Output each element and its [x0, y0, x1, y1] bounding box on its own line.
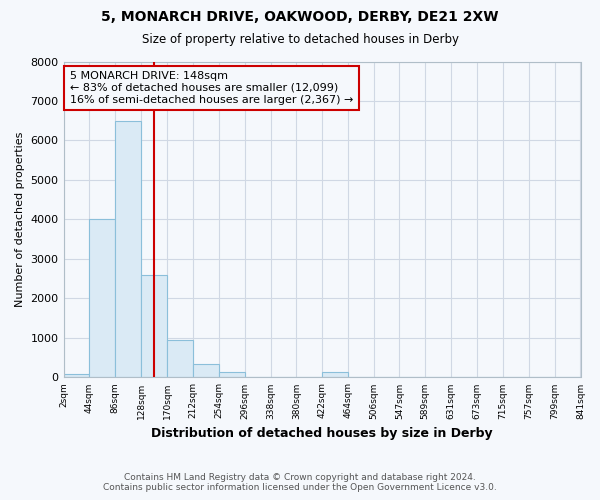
- Text: 5 MONARCH DRIVE: 148sqm
← 83% of detached houses are smaller (12,099)
16% of sem: 5 MONARCH DRIVE: 148sqm ← 83% of detache…: [70, 72, 353, 104]
- Y-axis label: Number of detached properties: Number of detached properties: [15, 132, 25, 307]
- Text: Size of property relative to detached houses in Derby: Size of property relative to detached ho…: [142, 32, 458, 46]
- Bar: [64, 374, 89, 378]
- Bar: [322, 372, 348, 378]
- Bar: [141, 275, 167, 378]
- Bar: [167, 340, 193, 378]
- Bar: [89, 220, 115, 378]
- Bar: [115, 120, 141, 378]
- Text: Contains HM Land Registry data © Crown copyright and database right 2024.
Contai: Contains HM Land Registry data © Crown c…: [103, 473, 497, 492]
- X-axis label: Distribution of detached houses by size in Derby: Distribution of detached houses by size …: [151, 427, 493, 440]
- Bar: [219, 372, 245, 378]
- Bar: [193, 364, 219, 378]
- Text: 5, MONARCH DRIVE, OAKWOOD, DERBY, DE21 2XW: 5, MONARCH DRIVE, OAKWOOD, DERBY, DE21 2…: [101, 10, 499, 24]
